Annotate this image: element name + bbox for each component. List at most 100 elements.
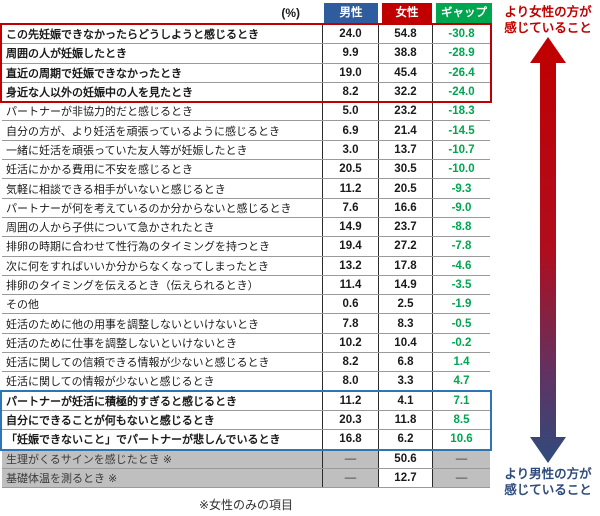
- gap-value: 1.4: [432, 353, 490, 372]
- male-value: 14.9: [322, 217, 378, 237]
- row-label: 妊活に関しての信頼できる情報が少ないと感じるとき: [6, 357, 270, 370]
- row-label: 妊活のために他の用事を調整しないといけないとき: [6, 318, 259, 331]
- women-higher-note-line1: より女性の方が: [504, 5, 592, 19]
- table-row: 妊活にかかる費用に不安を感じるとき 20.5 30.5 -10.0: [2, 160, 490, 180]
- column-header-female: 女性: [382, 3, 432, 23]
- female-value: 50.6: [378, 449, 432, 468]
- women-higher-note-line2: 感じていること: [504, 21, 592, 35]
- male-value: —: [322, 449, 378, 468]
- female-value: 6.2: [378, 430, 432, 449]
- male-value: —: [322, 468, 378, 488]
- male-value: 6.9: [322, 121, 378, 140]
- gap-value: -0.5: [432, 314, 490, 333]
- table-row: 自分の方が、より妊活を頑張っているように感じるとき 6.9 21.4 -14.5: [2, 121, 490, 141]
- male-value: 11.4: [322, 275, 378, 295]
- male-value: 5.0: [322, 102, 378, 121]
- column-header-gap: ギャップ: [436, 3, 492, 23]
- male-value: 11.2: [322, 391, 378, 410]
- row-label: 排卵の時期に合わせて性行為のタイミングを持つとき: [6, 241, 270, 254]
- male-value: 8.0: [322, 372, 378, 391]
- row-label: 気軽に相談できる相手がいないと感じるとき: [6, 183, 226, 196]
- female-value: 21.4: [378, 121, 432, 140]
- female-value: 4.1: [378, 391, 432, 410]
- row-label: パートナーが妊活に積極的すぎると感じるとき: [6, 395, 237, 408]
- row-label: 排卵のタイミングを伝えるとき（伝えられるとき）: [6, 280, 259, 292]
- gap-value: —: [432, 468, 490, 488]
- male-value: 16.8: [322, 430, 378, 449]
- gap-value: 8.5: [432, 410, 490, 430]
- gap-value: 7.1: [432, 391, 490, 410]
- gap-value: -28.9: [432, 44, 490, 63]
- gradient-double-arrow-icon: [529, 37, 567, 463]
- women-higher-note: より女性の方が 感じていること: [496, 4, 600, 36]
- table-row: 自分にできることが何もないと感じるとき 20.3 11.8 8.5: [2, 410, 490, 431]
- table-row: 生理がくるサインを感じたとき ※ —50.6—: [2, 449, 490, 469]
- gap-value: -9.3: [432, 179, 490, 198]
- footnote: ※女性のみの項目: [198, 498, 294, 512]
- table-row: 妊活に関しての信頼できる情報が少ないと感じるとき 8.2 6.8 1.4: [2, 353, 490, 373]
- gap-value: -0.2: [432, 333, 490, 353]
- female-value: 6.8: [378, 353, 432, 372]
- gap-value: -10.7: [432, 140, 490, 160]
- men-higher-note-line2: 感じていること: [504, 483, 592, 497]
- female-value: 23.2: [378, 102, 432, 121]
- male-value: 13.2: [322, 256, 378, 275]
- table-row: 次に何をすればいいか分からなくなってしまったとき 13.2 17.8 -4.6: [2, 256, 490, 276]
- table-row: 周囲の人から子供について急かされたとき 14.9 23.7 -8.8: [2, 217, 490, 238]
- gap-value: -7.8: [432, 237, 490, 256]
- row-label: その他: [6, 299, 39, 312]
- row-label: 周囲の人から子供について急かされたとき: [6, 222, 215, 235]
- table-row: 妊活に関しての情報が少ないと感じるとき 8.0 3.3 4.7: [2, 372, 490, 392]
- gap-value: 4.7: [432, 372, 490, 391]
- female-value: 38.8: [378, 44, 432, 63]
- table-row: 周囲の人が妊娠したとき 9.9 38.8 -28.9: [2, 44, 490, 64]
- men-higher-note-line1: より男性の方が: [504, 467, 592, 481]
- table-row: 妊活のために他の用事を調整しないといけないとき 7.8 8.3 -0.5: [2, 314, 490, 334]
- row-label: 次に何をすればいいか分からなくなってしまったとき: [6, 260, 270, 273]
- gap-value: -18.3: [432, 102, 490, 121]
- table-body: この先妊娠できなかったらどうしようと感じるとき 24.0 54.8 -30.8 周囲の人…: [2, 25, 490, 489]
- male-value: 19.4: [322, 237, 378, 256]
- gap-value: -10.0: [432, 160, 490, 179]
- male-value: 11.2: [322, 179, 378, 198]
- male-value: 8.2: [322, 353, 378, 372]
- male-value: 24.0: [322, 25, 378, 44]
- female-value: 17.8: [378, 256, 432, 275]
- table-row: 直近の周期で妊娠できなかったとき 19.0 45.4 -26.4: [2, 63, 490, 83]
- table-row: その他 0.6 2.5 -1.9: [2, 295, 490, 315]
- gap-value: -30.8: [432, 25, 490, 44]
- gap-value: -9.0: [432, 198, 490, 217]
- female-value: 54.8: [378, 25, 432, 44]
- row-label: パートナーが非協力的だと感じるとき: [6, 106, 193, 119]
- gap-value: -26.4: [432, 63, 490, 82]
- table-row: 「妊娠できないこと」でパートナーが悲しんでいるとき 16.8 6.2 10.6: [2, 430, 490, 450]
- table-row: 気軽に相談できる相手がいないと感じるとき 11.2 20.5 -9.3: [2, 179, 490, 199]
- male-value: 10.2: [322, 333, 378, 353]
- row-label: 身近な人以外の妊娠中の人を見たとき: [6, 87, 193, 100]
- row-label: パートナーが何を考えているのか分からないと感じるとき: [6, 202, 292, 215]
- male-value: 20.5: [322, 160, 378, 179]
- gap-value: -4.6: [432, 256, 490, 275]
- male-value: 9.9: [322, 44, 378, 63]
- female-value: 3.3: [378, 372, 432, 391]
- row-label: 「妊娠できないこと」でパートナーが悲しんでいるとき: [6, 434, 281, 447]
- column-header-male: 男性: [324, 3, 378, 23]
- men-higher-note: より男性の方が 感じていること: [496, 466, 600, 498]
- row-label: 妊活のために仕事を調整しないといけないとき: [6, 337, 237, 350]
- gap-value: —: [432, 449, 490, 468]
- table-header: (%) 男性 女性 ギャップ: [2, 3, 492, 23]
- female-value: 16.6: [378, 198, 432, 217]
- table-row: パートナーが非協力的だと感じるとき 5.0 23.2 -18.3: [2, 102, 490, 122]
- table-row: 基礎体温を測るとき ※ —12.7—: [2, 468, 490, 489]
- female-value: 20.5: [378, 179, 432, 198]
- row-label: 自分にできることが何もないと感じるとき: [6, 415, 215, 428]
- male-value: 20.3: [322, 410, 378, 430]
- female-value: 32.2: [378, 82, 432, 102]
- row-label: 妊活にかかる費用に不安を感じるとき: [6, 164, 193, 177]
- row-label: 基礎体温を測るとき ※: [6, 472, 118, 485]
- row-label: 妊活に関しての情報が少ないと感じるとき: [6, 376, 215, 389]
- row-label: 周囲の人が妊娠したとき: [6, 48, 127, 61]
- male-value: 0.6: [322, 295, 378, 314]
- female-value: 14.9: [378, 275, 432, 295]
- unit-label: (%): [281, 6, 300, 20]
